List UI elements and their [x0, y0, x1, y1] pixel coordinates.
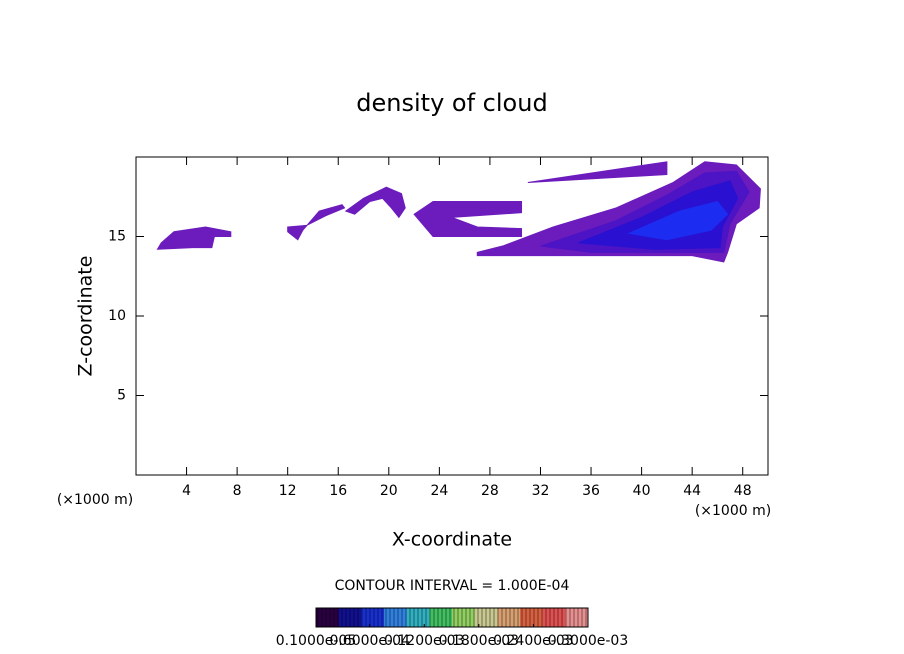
x-tick-label: 16: [329, 483, 347, 499]
y-axis-label: Z-coordinate: [75, 256, 97, 377]
colorbar-tick-label: 0.6000e-04: [329, 633, 410, 649]
y-tick-label: 15: [108, 229, 126, 245]
y-tick-label: 10: [108, 308, 126, 324]
cloud-region: [627, 200, 729, 241]
x-tick-label: 12: [279, 483, 297, 499]
x-tick-label: 36: [582, 483, 600, 499]
x-unit-label: (×1000 m): [695, 503, 771, 519]
colorbar-swatch: [361, 608, 385, 627]
x-tick-label: 28: [481, 483, 499, 499]
x-unit-label: (×1000 m): [57, 492, 133, 508]
colorbar-swatch: [474, 608, 498, 627]
x-tick-label: 4: [182, 483, 191, 499]
x-tick-label: 48: [734, 483, 752, 499]
cloud-region: [156, 226, 232, 250]
colorbar-swatch: [520, 608, 544, 627]
colorbar-swatch: [565, 608, 589, 627]
colorbar-swatch: [542, 608, 566, 627]
x-tick-label: 20: [380, 483, 398, 499]
colorbar-frame: [315, 607, 589, 628]
cloud-region: [527, 161, 668, 183]
contour-interval: CONTOUR INTERVAL = 1.000E-04: [335, 578, 570, 594]
chart-title: density of cloud: [356, 89, 547, 117]
colorbar-swatch: [316, 608, 340, 627]
x-tick-label: 44: [683, 483, 701, 499]
colorbar-swatch: [384, 608, 408, 627]
colorbar-swatch: [429, 608, 453, 627]
colorbar-swatch: [338, 608, 362, 627]
x-tick-label: 24: [430, 483, 448, 499]
x-tick-label: 8: [233, 483, 242, 499]
cloud-region: [287, 204, 346, 241]
y-tick-label: 5: [117, 388, 126, 404]
x-tick-label: 40: [633, 483, 651, 499]
x-tick-label: 32: [532, 483, 550, 499]
colorbar-tick-label: 0.3000e-03: [548, 633, 628, 649]
colorbar-tick-label: 0.1200e-03: [384, 633, 464, 649]
x-axis-label: X-coordinate: [392, 529, 512, 551]
colorbar-swatch: [497, 608, 521, 627]
colorbar-tick-label: 0.2400e-03: [493, 633, 573, 649]
colorbar-tick-label: 0.1000e-05: [276, 633, 356, 649]
colorbar-swatch: [406, 608, 430, 627]
colorbar-swatch: [452, 608, 476, 627]
cloud-region: [344, 186, 406, 219]
cloud-region: [413, 201, 523, 237]
colorbar-tick-label: 0.1800e-03: [439, 633, 519, 649]
